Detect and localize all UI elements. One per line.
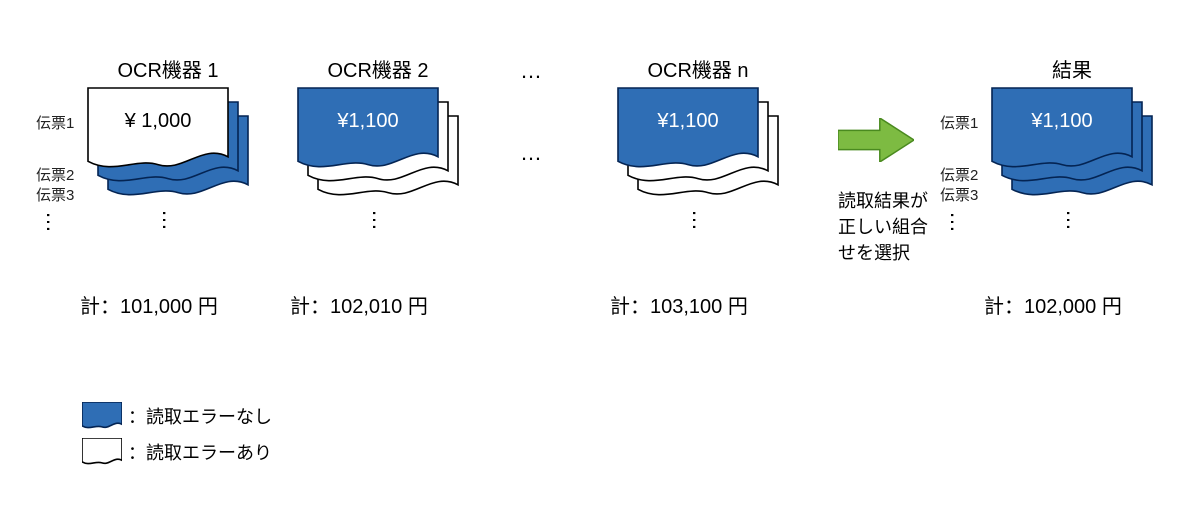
legend-label-1: ：読取エラーあり xyxy=(128,439,272,465)
ocrn-total: 計：103,100 円 xyxy=(610,290,748,319)
result-rowlabel-3: 伝票3 xyxy=(940,184,978,205)
legend-label-0: ：読取エラーなし xyxy=(128,403,272,429)
legend-row-1: ：読取エラーあり xyxy=(82,438,272,466)
hdots-1: … xyxy=(520,140,542,166)
ocr1-total: 計：101,000 円 xyxy=(80,290,218,319)
arrow-icon xyxy=(838,118,914,167)
ocrn-amount: ¥1,100 xyxy=(618,110,758,133)
ocr1-title: OCR機器 1 xyxy=(68,54,268,83)
ocrn-card-2: ¥1,100 xyxy=(618,88,758,168)
result-card-2: ¥1,100 xyxy=(992,88,1132,168)
ocr1-rowlabel-vdots: … xyxy=(41,211,67,235)
ocr1-amount: ¥ 1,000 xyxy=(88,110,228,133)
result-vdots: … xyxy=(1061,209,1087,233)
arrow-caption-l3: せを選択 xyxy=(838,240,928,266)
result-title: 結果 xyxy=(972,54,1172,83)
ocr1-card-2: ¥ 1,000 xyxy=(88,88,228,168)
ocr2-vdots: … xyxy=(367,209,393,233)
result-total: 計：102,000 円 xyxy=(984,290,1122,319)
ocr2-title: OCR機器 2 xyxy=(278,54,478,83)
legend-row-0: ：読取エラーなし xyxy=(82,402,272,430)
ocr1-rowlabel-1: 伝票1 xyxy=(36,112,74,133)
ocrn-title: OCR機器 n xyxy=(598,54,798,83)
ocr2-card-2: ¥1,100 xyxy=(298,88,438,168)
ocr1-vdots: … xyxy=(157,209,183,233)
arrow-caption-l2: 正しい組合 xyxy=(838,214,928,240)
hdots-0: … xyxy=(520,58,542,84)
result-rowlabel-1: 伝票1 xyxy=(940,112,978,133)
arrow-caption: 読取結果が正しい組合せを選択 xyxy=(838,188,928,266)
legend-swatch-empty-icon xyxy=(82,438,122,466)
ocr2-total: 計：102,010 円 xyxy=(290,290,428,319)
legend-swatch-filled-icon xyxy=(82,402,122,430)
result-stack: ¥1,100 xyxy=(992,88,1148,198)
ocrn-stack: ¥1,100 xyxy=(618,88,774,198)
result-rowlabel-vdots: … xyxy=(945,211,971,235)
ocrn-vdots: … xyxy=(687,209,713,233)
ocr1-rowlabel-2: 伝票2 xyxy=(36,164,74,185)
ocr1-stack: ¥ 1,000 xyxy=(88,88,244,198)
legend: ：読取エラーなし ：読取エラーあり xyxy=(82,402,272,474)
ocr2-stack: ¥1,100 xyxy=(298,88,454,198)
ocr2-amount: ¥1,100 xyxy=(298,110,438,133)
result-rowlabel-2: 伝票2 xyxy=(940,164,978,185)
ocr1-rowlabel-3: 伝票3 xyxy=(36,184,74,205)
arrow-caption-l1: 読取結果が xyxy=(838,188,928,214)
result-amount: ¥1,100 xyxy=(992,110,1132,133)
